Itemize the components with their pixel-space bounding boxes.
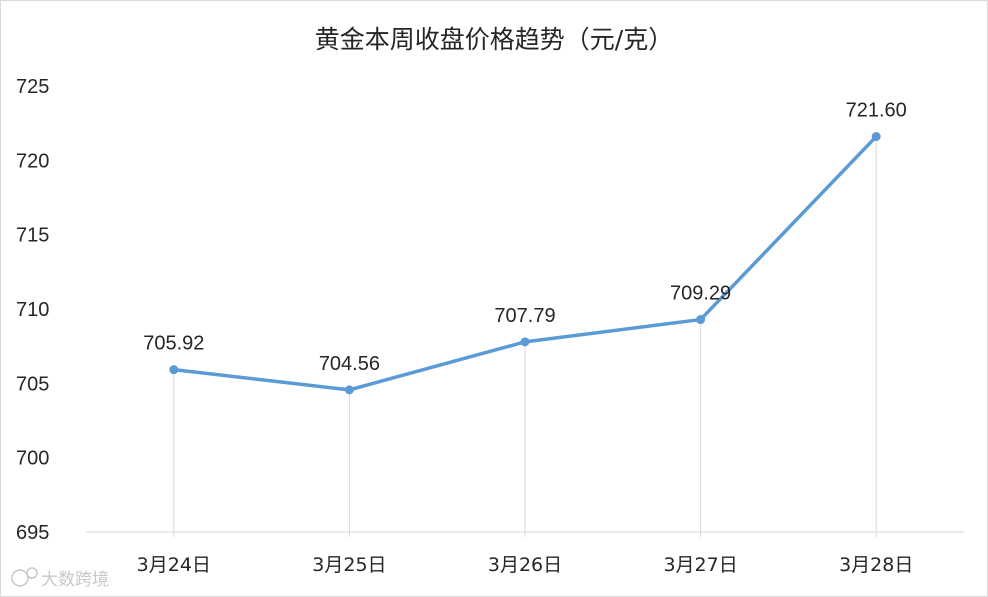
data-point <box>696 315 706 325</box>
data-point <box>344 385 354 395</box>
series-points <box>169 132 881 395</box>
chart-title: 黄金本周收盘价格趋势（元/克） <box>315 25 673 54</box>
x-tick-label: 3月25日 <box>312 554 386 576</box>
watermark-text: 大数跨境 <box>41 570 109 590</box>
x-tick-label: 3月27日 <box>663 554 737 576</box>
drop-lines <box>173 136 877 532</box>
data-point <box>871 132 881 142</box>
y-tick-label: 710 <box>16 299 49 321</box>
x-tick-label: 3月24日 <box>137 554 211 576</box>
y-tick-label: 695 <box>16 522 49 544</box>
data-label: 705.92 <box>143 333 204 355</box>
y-tick-label: 715 <box>16 225 49 247</box>
y-tick-label: 720 <box>16 150 49 172</box>
x-tick-label: 3月26日 <box>488 554 562 576</box>
x-tick-label: 3月28日 <box>839 554 913 576</box>
y-tick-label: 725 <box>16 76 49 98</box>
y-tick-label: 705 <box>16 373 49 395</box>
x-axis-ticks: 3月24日 3月25日 3月26日 3月27日 3月28日 <box>137 532 913 576</box>
data-point <box>520 337 530 347</box>
data-point <box>169 365 179 375</box>
data-label: 704.56 <box>319 353 380 375</box>
watermark-logo-dot-icon <box>26 567 38 579</box>
watermark: 大数跨境 <box>11 567 109 590</box>
y-tick-label: 700 <box>16 448 49 470</box>
watermark-logo-icon <box>11 569 29 587</box>
data-labels: 705.92 704.56 707.79 709.29 721.60 <box>143 100 907 375</box>
data-label: 721.60 <box>846 100 907 122</box>
y-axis-ticks: 695 700 705 710 715 720 725 <box>16 76 49 544</box>
data-label: 709.29 <box>670 283 731 305</box>
data-label: 707.79 <box>494 305 555 327</box>
